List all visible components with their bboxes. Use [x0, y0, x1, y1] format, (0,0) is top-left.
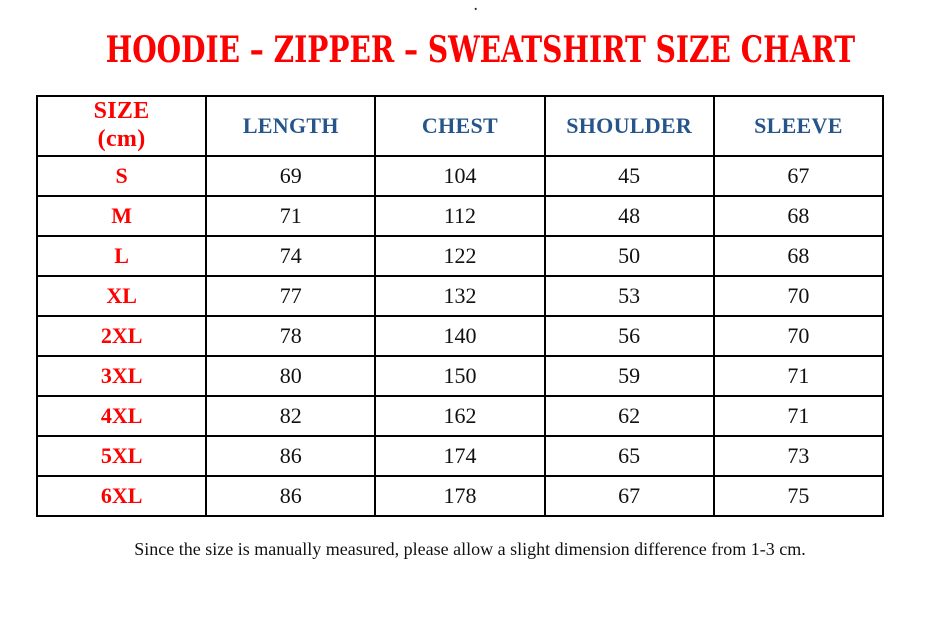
- size-label: S: [35, 155, 208, 197]
- table-row-5xl: 5XL 86 174 65 73: [35, 435, 885, 477]
- table-row-3xl: 3XL 80 150 59 71: [35, 355, 885, 397]
- top-period-mark: .: [473, 0, 479, 15]
- chest-value: 122: [374, 235, 546, 277]
- chest-value: 150: [374, 355, 546, 397]
- column-header-length: LENGTH: [205, 95, 377, 157]
- sleeve-value: 68: [712, 235, 885, 277]
- column-header-chest: CHEST: [374, 95, 546, 157]
- size-chart-header: SIZE (cm) LENGTH CHEST SHOULDER SLEEVE: [35, 95, 885, 157]
- chest-value: 112: [374, 195, 546, 237]
- column-header-size: SIZE (cm): [35, 95, 208, 157]
- table-row-l: L 74 122 50 68: [35, 235, 885, 277]
- sleeve-value: 71: [712, 355, 885, 397]
- length-value: 78: [205, 315, 377, 357]
- table-row-2xl: 2XL 78 140 56 70: [35, 315, 885, 357]
- measurement-footnote: Since the size is manually measured, ple…: [134, 539, 806, 559]
- chest-value: 132: [374, 275, 546, 317]
- shoulder-value: 53: [543, 275, 715, 317]
- size-header-line1: SIZE: [93, 98, 150, 125]
- chest-value: 140: [374, 315, 546, 357]
- shoulder-value: 48: [543, 195, 715, 237]
- length-value: 74: [205, 235, 377, 277]
- page-title-text: HOODIE – ZIPPER – SWEATSHIRT SIZE CHART: [105, 29, 856, 71]
- shoulder-value: 50: [543, 235, 715, 277]
- shoulder-value: 59: [543, 355, 715, 397]
- shoulder-value: 65: [543, 435, 715, 477]
- sleeve-value: 70: [712, 315, 885, 357]
- size-label: 2XL: [35, 315, 208, 357]
- size-label: 3XL: [35, 355, 208, 397]
- length-value: 69: [205, 155, 377, 197]
- sleeve-value: 75: [712, 475, 885, 517]
- column-header-shoulder: SHOULDER: [543, 95, 715, 157]
- size-label: 6XL: [35, 475, 208, 517]
- shoulder-value: 62: [543, 395, 715, 437]
- length-value: 86: [205, 435, 377, 477]
- table-row-xl: XL 77 132 53 70: [35, 275, 885, 317]
- sleeve-value: 70: [712, 275, 885, 317]
- sleeve-value: 73: [712, 435, 885, 477]
- size-chart-body: S 69 104 45 67 M 71 112 48 68 L 74 122 5…: [35, 155, 885, 517]
- header-row: SIZE (cm) LENGTH CHEST SHOULDER SLEEVE: [35, 95, 885, 157]
- sleeve-value: 71: [712, 395, 885, 437]
- table-row-4xl: 4XL 82 162 62 71: [35, 395, 885, 437]
- page-title: HOODIE – ZIPPER – SWEATSHIRT SIZE CHART: [0, 31, 940, 70]
- size-header-unit: (cm): [97, 126, 146, 152]
- size-label: L: [35, 235, 208, 277]
- shoulder-value: 67: [543, 475, 715, 517]
- length-value: 86: [205, 475, 377, 517]
- chest-value: 162: [374, 395, 546, 437]
- table-row-s: S 69 104 45 67: [35, 155, 885, 197]
- length-value: 80: [205, 355, 377, 397]
- chest-value: 178: [374, 475, 546, 517]
- length-value: 77: [205, 275, 377, 317]
- sleeve-value: 68: [712, 195, 885, 237]
- shoulder-value: 56: [543, 315, 715, 357]
- chest-value: 174: [374, 435, 546, 477]
- shoulder-value: 45: [543, 155, 715, 197]
- length-value: 82: [205, 395, 377, 437]
- size-chart-table: SIZE (cm) LENGTH CHEST SHOULDER SLEEVE S …: [35, 95, 885, 517]
- length-value: 71: [205, 195, 377, 237]
- size-label: M: [35, 195, 208, 237]
- chest-value: 104: [374, 155, 546, 197]
- column-header-sleeve: SLEEVE: [712, 95, 885, 157]
- size-label: 4XL: [35, 395, 208, 437]
- table-row-6xl: 6XL 86 178 67 75: [35, 475, 885, 517]
- table-row-m: M 71 112 48 68: [35, 195, 885, 237]
- sleeve-value: 67: [712, 155, 885, 197]
- size-label: 5XL: [35, 435, 208, 477]
- size-label: XL: [35, 275, 208, 317]
